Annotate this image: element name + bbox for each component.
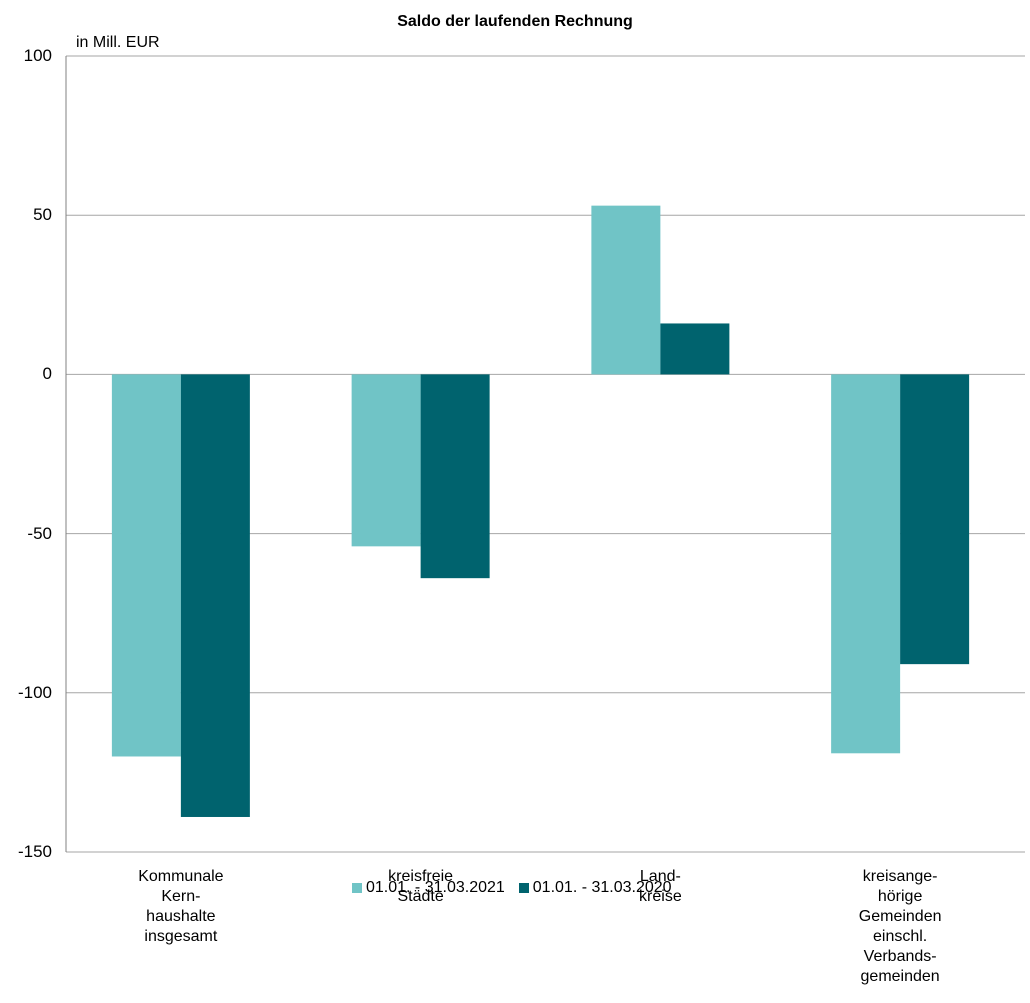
bar-2021-cat-1 xyxy=(351,374,421,547)
bar-2020-cat-1 xyxy=(420,374,490,579)
bar-2021-cat-2 xyxy=(591,205,661,375)
y-tick-label: -150 xyxy=(17,842,52,861)
legend-label-2021: 01.01. - 31.03.2021 xyxy=(366,879,505,896)
y-axis-unit-label: in Mill. EUR xyxy=(76,34,160,51)
bar-2020-cat-0 xyxy=(180,374,250,817)
legend-item-2021: 01.01. - 31.03.2021 xyxy=(352,879,505,897)
legend-label-2020: 01.01. - 31.03.2020 xyxy=(532,879,672,896)
legend: 01.01. - 31.03.2021 01.01. - 31.03.2020 xyxy=(352,879,686,897)
bar-2020-cat-3 xyxy=(900,374,970,665)
x-category-label: kreisfreie Städte xyxy=(388,868,454,905)
x-category-label: kreisange-hörige Gemeinden einschl. Verband… xyxy=(858,868,942,985)
legend-item-2020: 01.01. - 31.03.2020 xyxy=(518,879,672,897)
y-tick-label: 100 xyxy=(23,46,52,65)
bar-2020-cat-2 xyxy=(660,323,730,375)
y-tick-label: -100 xyxy=(17,682,52,702)
legend-swatch-2020 xyxy=(518,883,529,893)
chart-title: Saldo der laufenden Rechnung xyxy=(397,13,633,30)
y-tick-label: 50 xyxy=(33,205,52,225)
y-tick-label: 0 xyxy=(42,364,52,384)
x-category-label: Land-kreise xyxy=(639,868,682,905)
bar-2021-cat-3 xyxy=(831,374,901,754)
y-tick-label: -50 xyxy=(27,523,52,543)
legend-swatch-2021 xyxy=(352,883,362,893)
x-category-label: Kommunale Kern-haushalte insgesamt xyxy=(138,868,224,945)
bar-2021-cat-0 xyxy=(111,374,181,757)
